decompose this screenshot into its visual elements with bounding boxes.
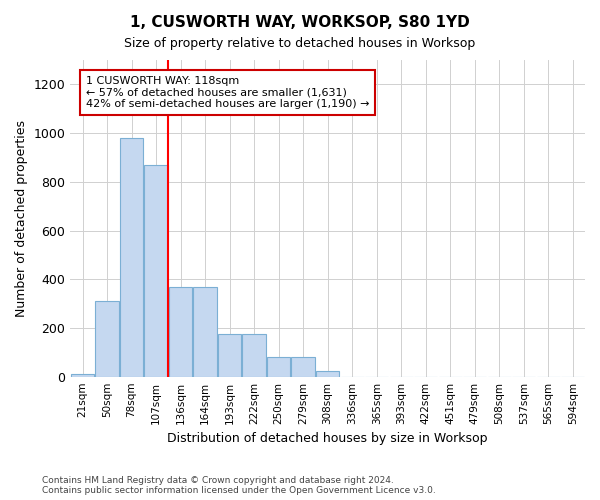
- X-axis label: Distribution of detached houses by size in Worksop: Distribution of detached houses by size …: [167, 432, 488, 445]
- Bar: [316, 372, 339, 376]
- Bar: [95, 301, 119, 376]
- Bar: [169, 286, 192, 376]
- Bar: [292, 357, 315, 376]
- Bar: [218, 334, 241, 376]
- Bar: [71, 374, 94, 376]
- Bar: [120, 138, 143, 376]
- Bar: [145, 164, 168, 376]
- Text: Contains HM Land Registry data © Crown copyright and database right 2024.
Contai: Contains HM Land Registry data © Crown c…: [42, 476, 436, 495]
- Bar: [242, 334, 266, 376]
- Y-axis label: Number of detached properties: Number of detached properties: [15, 120, 28, 317]
- Text: 1, CUSWORTH WAY, WORKSOP, S80 1YD: 1, CUSWORTH WAY, WORKSOP, S80 1YD: [130, 15, 470, 30]
- Bar: [267, 357, 290, 376]
- Bar: [193, 286, 217, 376]
- Text: Size of property relative to detached houses in Worksop: Size of property relative to detached ho…: [124, 38, 476, 51]
- Text: 1 CUSWORTH WAY: 118sqm
← 57% of detached houses are smaller (1,631)
42% of semi-: 1 CUSWORTH WAY: 118sqm ← 57% of detached…: [86, 76, 369, 109]
